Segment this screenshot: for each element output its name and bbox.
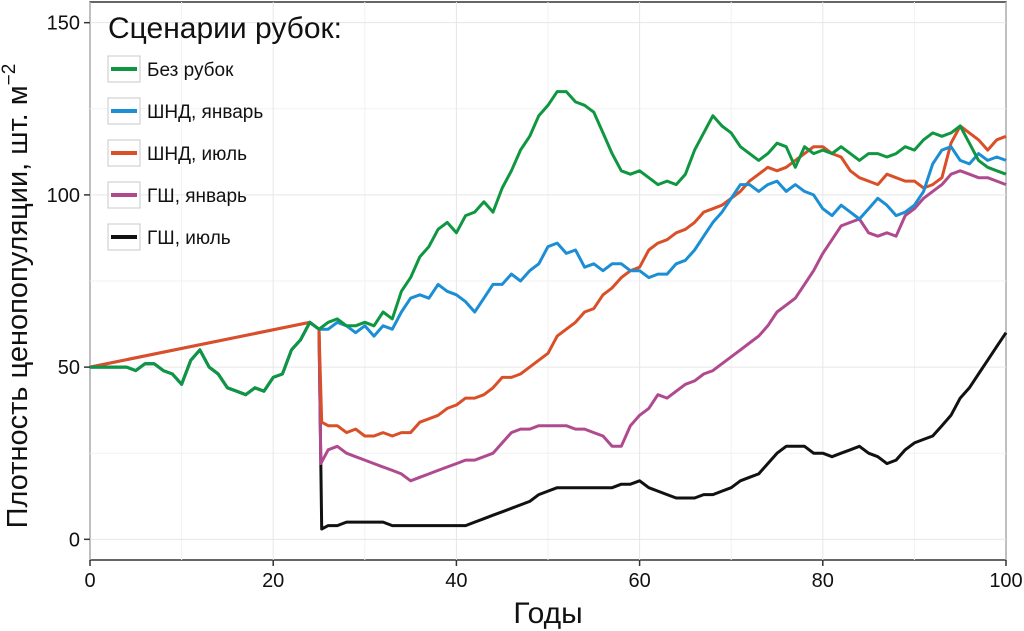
- x-axis-label: Годы: [513, 597, 582, 630]
- x-axis-ticks: 0 20 40 60 80 100: [84, 560, 1023, 592]
- series-line: [89, 124, 1007, 438]
- series-line: [90, 90, 1007, 397]
- x-tick-label: 0: [84, 570, 95, 592]
- legend-label: ШНД, июль: [147, 144, 247, 165]
- grid-lines: [89, 2, 1007, 560]
- legend-items: Без рубок ШНД, январь ШНД, июль ГШ, январь Г…: [107, 55, 263, 251]
- y-tick-label: 100: [47, 185, 80, 207]
- y-axis-label-main: Плотность ценопопуляции, шт. м: [2, 85, 34, 528]
- y-tick-label: 50: [58, 357, 80, 379]
- x-tick-label: 60: [628, 570, 650, 592]
- legend-title: Сценарии рубок:: [108, 12, 342, 45]
- y-axis-label-exponent: −2: [0, 64, 20, 86]
- legend-label: ГШ, июль: [147, 228, 231, 249]
- x-tick-label: 20: [262, 570, 284, 592]
- legend: Сценарии рубок: Без рубок ШНД, январь ШНД,…: [107, 12, 342, 251]
- legend-label: ШНД, январь: [147, 102, 263, 123]
- y-tick-label: 150: [47, 13, 80, 35]
- legend-label: ГШ, январь: [147, 186, 247, 207]
- series-lines: [89, 90, 1008, 531]
- x-tick-label: 80: [812, 570, 834, 592]
- series-line: [89, 169, 1007, 483]
- y-axis-ticks: 0 50 100 150: [47, 13, 90, 551]
- legend-label: Без рубок: [147, 60, 234, 81]
- x-tick-label: 100: [989, 570, 1022, 592]
- y-tick-label: 0: [69, 529, 80, 551]
- x-tick-label: 40: [445, 570, 467, 592]
- y-axis-label: Плотность ценопопуляции, шт. м−2: [0, 64, 34, 529]
